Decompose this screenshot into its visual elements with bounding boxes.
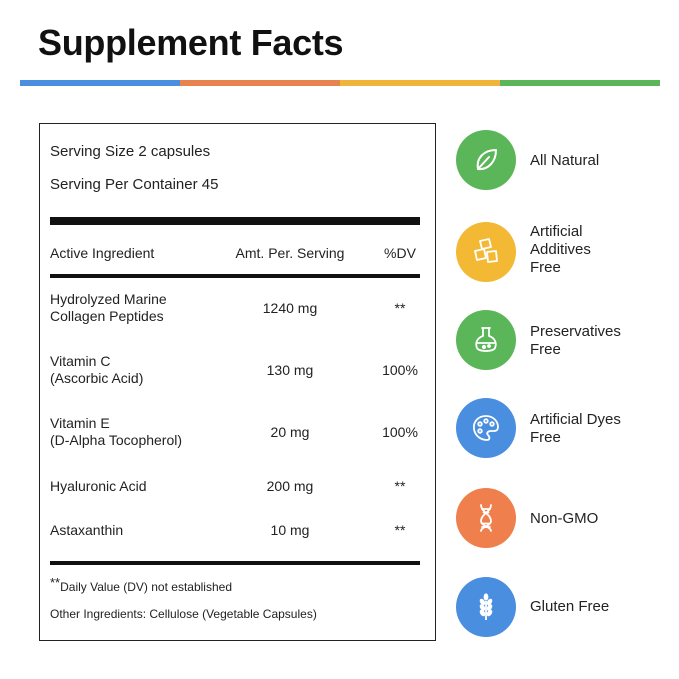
ingredient-line: Collagen Peptides [50, 308, 164, 324]
ingredient-name: Vitamin E (D-Alpha Tocopherol) [50, 415, 182, 449]
header-ingredient: Active Ingredient [50, 245, 155, 261]
feature-label-line: Artificial Dyes [530, 411, 621, 428]
feature-label-line: Gluten Free [530, 598, 610, 615]
other-ingredients: Other Ingredients: Cellulose (Vegetable … [50, 607, 317, 621]
feature-artificial-additives-free: Artificial Additives Free [456, 222, 666, 284]
ingredient-line: (D-Alpha Tocopherol) [50, 432, 183, 448]
feature-label-line: Artificial [530, 223, 583, 240]
feature-label-line: Free [530, 259, 561, 276]
feature-label-line: Free [530, 341, 561, 358]
ingredient-line: Vitamin E [50, 415, 110, 431]
ingredient-dv: ** [394, 300, 406, 316]
feature-preservatives-free: Preservatives Free [456, 310, 666, 372]
leaf-icon [456, 130, 516, 190]
serving-size: Serving Size 2 capsules [50, 143, 211, 160]
ingredient-amount: 200 mg [266, 478, 314, 494]
ingredient-name: Astaxanthin [50, 522, 124, 538]
flask-icon [456, 310, 516, 370]
ingredient-name: Vitamin C (Ascorbic Acid) [50, 353, 143, 387]
footer-divider [50, 561, 420, 565]
footnote-text: Daily Value (DV) not established [60, 580, 232, 594]
header-dv: %DV [384, 245, 416, 261]
ingredient-amount: 10 mg [270, 522, 310, 538]
feature-label: Artificial Dyes Free [530, 411, 621, 447]
cubes-icon [456, 222, 516, 282]
ingredient-dv: 100% [382, 424, 418, 440]
ingredient-dv: ** [394, 478, 406, 494]
feature-label: Preservatives Free [530, 323, 621, 359]
feature-non-gmo: Non-GMO [456, 488, 666, 550]
ingredient-amount: 130 mg [266, 362, 314, 378]
feature-label-line: All Natural [530, 152, 600, 169]
supplement-facts-panel: Serving Size 2 capsules Serving Per Cont… [39, 123, 436, 641]
ingredient-dv: 100% [382, 362, 418, 378]
feature-artificial-dyes-free: Artificial Dyes Free [456, 398, 666, 460]
ingredient-line: Hydrolyzed Marine [50, 291, 167, 307]
serving-per-container: Serving Per Container 45 [50, 176, 219, 193]
divider-segment-orange [180, 80, 340, 86]
dna-icon [456, 488, 516, 548]
ingredient-line: Vitamin C [50, 353, 111, 369]
footnote-marker: ** [50, 575, 61, 590]
thick-divider [50, 217, 420, 225]
feature-label: All Natural [530, 152, 599, 170]
ingredient-amount: 1240 mg [262, 300, 318, 316]
feature-label-line: Additives [530, 241, 591, 258]
feature-gluten-free: Gluten Free [456, 577, 666, 639]
divider-segment-yellow [340, 80, 500, 86]
palette-icon [456, 398, 516, 458]
ingredient-name: Hyaluronic Acid [50, 478, 147, 494]
divider-segment-green [500, 80, 660, 86]
feature-label: Gluten Free [530, 598, 609, 616]
feature-label: Non-GMO [530, 510, 598, 528]
ingredient-amount: 20 mg [270, 424, 310, 440]
feature-label-line: Non-GMO [530, 510, 599, 527]
color-divider [20, 80, 660, 86]
ingredient-name: Hydrolyzed Marine Collagen Peptides [50, 291, 167, 325]
feature-all-natural: All Natural [456, 130, 666, 192]
ingredient-line: (Ascorbic Acid) [50, 370, 144, 386]
header-amount: Amt. Per. Serving [235, 245, 345, 261]
ingredient-dv: ** [394, 522, 406, 538]
header-divider [50, 274, 420, 278]
wheat-icon [456, 577, 516, 637]
divider-segment-blue [20, 80, 180, 86]
feature-label: Artificial Additives Free [530, 223, 591, 277]
page-title: Supplement Facts [38, 22, 344, 63]
dv-footnote: **Daily Value (DV) not established [50, 575, 232, 594]
feature-label-line: Preservatives [530, 323, 621, 340]
feature-label-line: Free [530, 429, 561, 446]
